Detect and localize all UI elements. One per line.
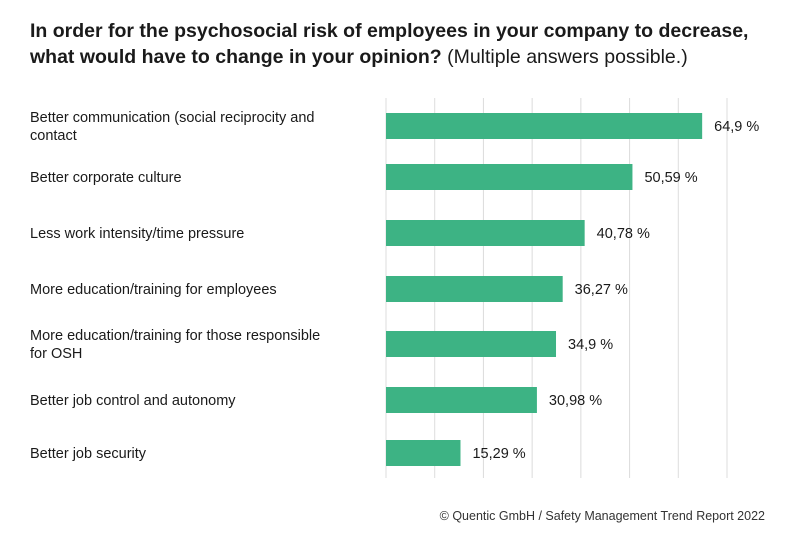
value-label: 15,29 % <box>472 446 525 462</box>
category-label: Better job control and autonomy <box>30 393 236 409</box>
category-label: More education/training for those respon… <box>30 328 320 362</box>
chart-title: In order for the psychosocial risk of em… <box>30 18 780 70</box>
chart-title-note: (Multiple answers possible.) <box>447 46 688 68</box>
bar <box>386 220 585 246</box>
bar <box>386 440 461 466</box>
bar <box>386 331 557 357</box>
copyright-footer: © Quentic GmbH / Safety Management Trend… <box>439 509 765 523</box>
bar <box>386 276 563 302</box>
bar <box>386 387 537 413</box>
category-label: More education/training for employees <box>30 282 277 298</box>
category-label: Less work intensity/time pressure <box>30 226 244 242</box>
category-label: Better corporate culture <box>30 170 182 186</box>
bar <box>386 113 703 139</box>
value-label: 34,9 % <box>568 337 613 353</box>
chart-title-question: In order for the psychosocial risk of em… <box>30 20 749 68</box>
value-label: 64,9 % <box>714 119 759 135</box>
category-label: Better job security <box>30 446 147 462</box>
value-label: 50,59 % <box>644 170 697 186</box>
value-label: 36,27 % <box>575 282 628 298</box>
category-label: Better communication (social reciprocity… <box>30 110 314 144</box>
bar <box>386 164 633 190</box>
value-label: 30,98 % <box>549 393 602 409</box>
value-label: 40,78 % <box>597 226 650 242</box>
